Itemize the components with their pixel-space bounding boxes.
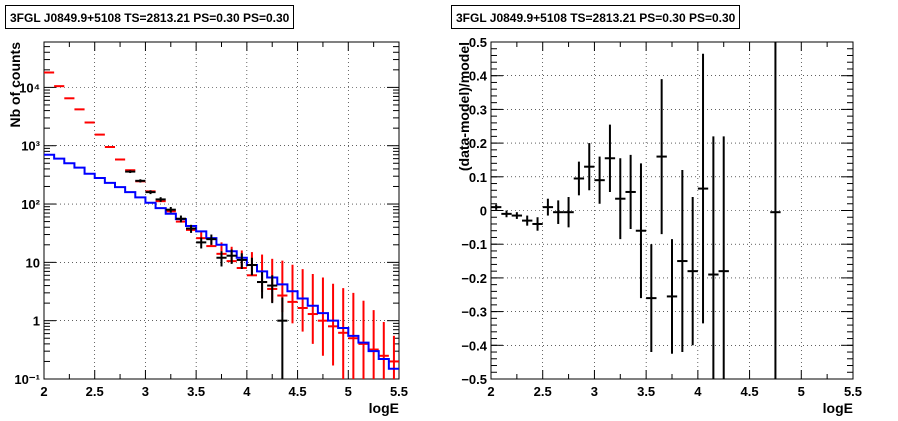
- data-point: [358, 300, 369, 379]
- data-point: [368, 310, 379, 379]
- data-point: [338, 288, 349, 379]
- x-tick-label: 5.5: [390, 384, 408, 399]
- x-tick-label: 5: [798, 384, 805, 399]
- data-point: [317, 277, 328, 356]
- data-point: [236, 253, 247, 269]
- x-tick-label: 4: [243, 384, 251, 399]
- model-step-line: [44, 153, 399, 370]
- data-point: [277, 297, 288, 379]
- data-point: [378, 321, 389, 379]
- data-point: [522, 215, 533, 226]
- data-point: [186, 224, 197, 233]
- x-tick-label: 4.5: [741, 384, 759, 399]
- data-point: [697, 53, 709, 324]
- x-tick-label: 2.5: [86, 384, 104, 399]
- data-point: [388, 335, 399, 379]
- y-tick-label: 0.1: [469, 170, 487, 185]
- data-point: [656, 79, 667, 235]
- y-tick-label: −0.5: [461, 372, 487, 387]
- x-tick-label: 3.5: [187, 384, 205, 399]
- x-axis-title: logE: [369, 400, 399, 416]
- x-tick-label: 2: [40, 384, 47, 399]
- data-point: [677, 170, 688, 353]
- y-tick-label: 10²: [21, 197, 40, 212]
- y-tick-label: 0.3: [469, 102, 487, 117]
- chart-title: 3FGL J0849.9+5108 TS=2813.21 PS=0.30 PS=…: [451, 5, 741, 29]
- data-point: [635, 163, 647, 299]
- y-axis-title: Nb of counts: [7, 42, 23, 128]
- data-point: [573, 161, 585, 196]
- residual-panel: 3FGL J0849.9+5108 TS=2813.21 PS=0.30 PS=…: [449, 0, 898, 421]
- data-point: [216, 251, 227, 267]
- y-tick-label: −0.2: [461, 271, 487, 286]
- spectrum-panel: 3FGL J0849.9+5108 TS=2813.21 PS=0.30 PS=…: [5, 5, 408, 416]
- data-point: [708, 136, 719, 379]
- x-tick-label: 4: [694, 384, 702, 399]
- data-point: [770, 42, 781, 379]
- x-tick-label: 2.5: [534, 384, 552, 399]
- data-point: [532, 217, 543, 231]
- data-point: [718, 136, 729, 379]
- data-point: [145, 190, 156, 195]
- data-point: [297, 269, 308, 332]
- chart-title: 3FGL J0849.9+5108 TS=2813.21 PS=0.30 PS=…: [5, 5, 295, 29]
- data-point: [584, 143, 595, 191]
- data-point: [491, 204, 502, 210]
- x-tick-label: 3: [142, 384, 149, 399]
- data-point: [135, 179, 146, 183]
- data-point: [257, 272, 268, 299]
- data-point: [687, 197, 698, 346]
- data-point: [625, 154, 636, 230]
- data-point: [553, 200, 564, 224]
- data-point: [604, 124, 616, 192]
- y-tick-label: −0.1: [461, 237, 487, 252]
- data-point: [594, 156, 605, 204]
- y-tick-label: 10⁻¹: [14, 372, 40, 387]
- residual-chart: 2 2.5 3 3.5 4 4.5 5 5.5 −0.5 −0.4 −0.3 −0.2 −0.1 0 0.1…: [456, 35, 862, 416]
- data-point: [175, 215, 186, 223]
- data-point: [267, 275, 278, 304]
- y-tick-label: 1: [33, 314, 40, 329]
- y-tick-label: 0: [480, 204, 487, 219]
- x-tick-label: 5.5: [844, 384, 862, 399]
- data-point: [511, 212, 523, 219]
- data-point: [246, 257, 257, 276]
- data-point: [307, 274, 318, 344]
- data-point: [328, 283, 339, 366]
- data-point: [196, 232, 207, 240]
- data-point: [542, 198, 554, 216]
- y-tick-label: 0.4: [469, 69, 488, 84]
- x-axis-title: logE: [823, 400, 853, 416]
- y-tick-label: −0.4: [461, 338, 487, 353]
- data-point: [206, 234, 217, 245]
- y-tick-label: 10⁴: [19, 80, 40, 95]
- data-point: [501, 210, 512, 218]
- x-tick-label: 4.5: [289, 384, 307, 399]
- y-axis-title: (data-model)/model: [456, 42, 472, 171]
- y-tick-label: 0.5: [469, 35, 487, 50]
- y-tick-label: 10: [26, 255, 40, 270]
- x-tick-label: 5: [345, 384, 352, 399]
- y-tick-label: 0.2: [469, 136, 487, 151]
- x-tick-label: 2: [487, 384, 494, 399]
- data-point: [125, 170, 136, 174]
- data-point: [666, 239, 678, 354]
- data-point: [165, 206, 176, 213]
- data-point: [287, 264, 298, 324]
- data-point: [226, 249, 237, 264]
- data-point: [615, 158, 626, 240]
- counts-spectrum-chart: 2 2.5 3 3.5 4 4.5 5 5.5 10⁻¹ 1 10 10² 10³ 10⁴ logE Nb o…: [7, 41, 408, 416]
- data-point: [196, 237, 207, 249]
- data-point: [155, 197, 166, 202]
- data-point: [563, 197, 574, 228]
- data-point: [646, 244, 657, 353]
- y-tick-label: −0.3: [461, 305, 487, 320]
- x-tick-label: 3.5: [637, 384, 655, 399]
- y-tick-label: 10³: [21, 139, 40, 154]
- x-tick-label: 3: [591, 384, 598, 399]
